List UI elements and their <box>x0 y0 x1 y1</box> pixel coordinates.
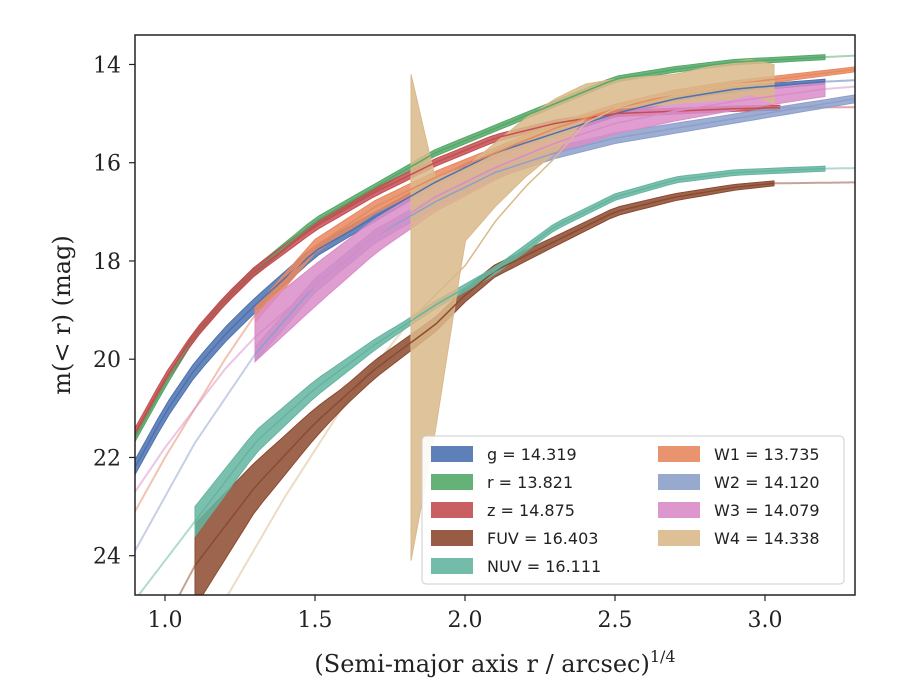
series-w1-line <box>254 68 855 316</box>
legend-swatch-r <box>431 474 473 490</box>
legend-label-z: z = 14.875 <box>487 501 575 520</box>
series-fuv-line <box>194 182 775 566</box>
y-axis-title: m(< r) (mag) <box>48 235 76 394</box>
x-tick-label: 1.5 <box>298 608 333 633</box>
series-r-extrapolation <box>825 54 855 59</box>
series-nuv-band <box>194 165 826 538</box>
legend-swatch-w2 <box>658 474 700 490</box>
legend-swatch-w4 <box>658 530 700 546</box>
legend-label-r: r = 13.821 <box>487 473 573 492</box>
series-fuv-extrapolation <box>178 565 196 595</box>
series-w3-extrapolation <box>825 85 855 90</box>
x-tick-label: 2.0 <box>448 608 483 633</box>
x-tick-label: 2.5 <box>598 608 633 633</box>
series-w3-extrapolation <box>135 336 256 493</box>
series-w3-line <box>254 88 826 338</box>
legend-swatch-fuv <box>431 530 473 546</box>
y-tick-label: 20 <box>93 348 121 373</box>
series-nuv-line <box>194 167 826 522</box>
series-fuv-band <box>194 180 775 595</box>
legend-swatch-w3 <box>658 502 700 518</box>
y-tick-label: 14 <box>93 53 121 78</box>
x-axis-title-superscript: 1/4 <box>650 647 676 666</box>
series-nuv-extrapolation <box>137 520 196 595</box>
x-axis: 1.0 1.5 2.0 2.5 3.0 <box>148 595 783 633</box>
legend-label-fuv: FUV = 16.403 <box>487 529 598 548</box>
legend-swatch-nuv <box>431 558 473 574</box>
x-tick-label: 3.0 <box>748 608 783 633</box>
legend-box <box>421 435 845 585</box>
series-nuv-extrapolation <box>825 167 855 170</box>
series-g-extrapolation <box>824 79 855 83</box>
series-r-line <box>135 56 826 439</box>
legend: g = 14.319 r = 13.821 z = 14.875 FUV = 16.4… <box>421 435 845 585</box>
series-w2-extrapolation <box>135 353 256 552</box>
y-tick-label: 18 <box>93 250 121 275</box>
y-tick-label: 24 <box>93 545 121 570</box>
x-tick-label: 1.0 <box>148 608 183 633</box>
series-g-line <box>135 80 826 468</box>
legend-label-w4: W4 = 14.338 <box>714 529 820 548</box>
y-tick-label: 16 <box>93 152 121 177</box>
legend-swatch-w1 <box>658 446 700 462</box>
legend-label-w2: W2 = 14.120 <box>714 473 820 492</box>
series-w4-line <box>410 80 775 321</box>
y-axis: 14 16 18 20 22 24 <box>93 53 135 570</box>
line-layer <box>135 56 855 566</box>
legend-label-nuv: NUV = 16.111 <box>487 557 601 576</box>
plot-frame <box>134 34 856 596</box>
y-tick-label: 22 <box>93 446 121 471</box>
legend-swatch-g <box>431 446 473 462</box>
legend-label-w3: W3 = 14.079 <box>714 501 820 520</box>
x-axis-title: (Semi-major axis r / arcsec)1/4 <box>314 647 675 678</box>
legend-label-w1: W1 = 13.735 <box>714 445 820 464</box>
legend-label-g: g = 14.319 <box>487 445 577 464</box>
x-axis-title-main: (Semi-major axis r / arcsec) <box>314 650 649 678</box>
series-fuv-extrapolation <box>773 181 855 185</box>
plot-area <box>135 54 855 595</box>
y-axis-title-text: m(< r) (mag) <box>48 235 76 394</box>
legend-swatch-z <box>431 502 473 518</box>
